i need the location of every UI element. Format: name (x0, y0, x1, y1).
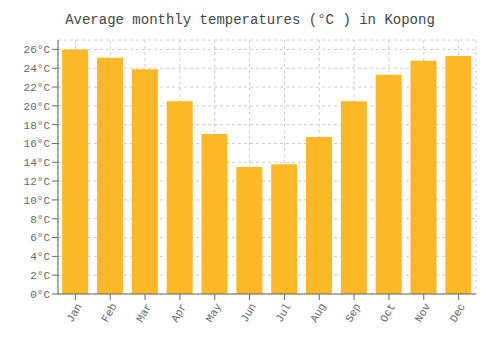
html-text:Average monthly temperatures (: Average monthly temperatures (°C ) in Ko… (65, 12, 435, 28)
svg-text:20°C: 20°C (24, 101, 51, 113)
svg-text:Aug: Aug (308, 301, 328, 324)
svg-text:Oct: Oct (378, 301, 398, 324)
svg-text:24°C: 24°C (24, 63, 51, 75)
svg-text:Jul: Jul (273, 301, 293, 324)
svg-text:10°C: 10°C (24, 195, 51, 207)
svg-text:8°C: 8°C (30, 214, 50, 226)
svg-text:6°C: 6°C (30, 232, 50, 244)
svg-text:Sep: Sep (343, 301, 363, 324)
svg-text:Apr: Apr (169, 301, 189, 324)
svg-text:Jan: Jan (64, 301, 84, 324)
svg-text:0°C: 0°C (30, 289, 50, 301)
svg-text:May: May (204, 301, 224, 324)
svg-text:Feb: Feb (99, 301, 119, 324)
svg-text:Dec: Dec (448, 301, 468, 324)
svg-text:14°C: 14°C (24, 157, 51, 169)
svg-text:26°C: 26°C (24, 44, 51, 56)
svg-text:22°C: 22°C (24, 82, 51, 94)
svg-text:12°C: 12°C (24, 176, 51, 188)
svg-text:16°C: 16°C (24, 138, 51, 150)
svg-text:Nov: Nov (413, 301, 433, 324)
svg-text:2°C: 2°C (30, 270, 50, 282)
svg-text:18°C: 18°C (24, 120, 51, 132)
svg-text:4°C: 4°C (30, 251, 50, 263)
svg-text:Jun: Jun (239, 301, 259, 324)
svg-text:Mar: Mar (134, 301, 154, 324)
